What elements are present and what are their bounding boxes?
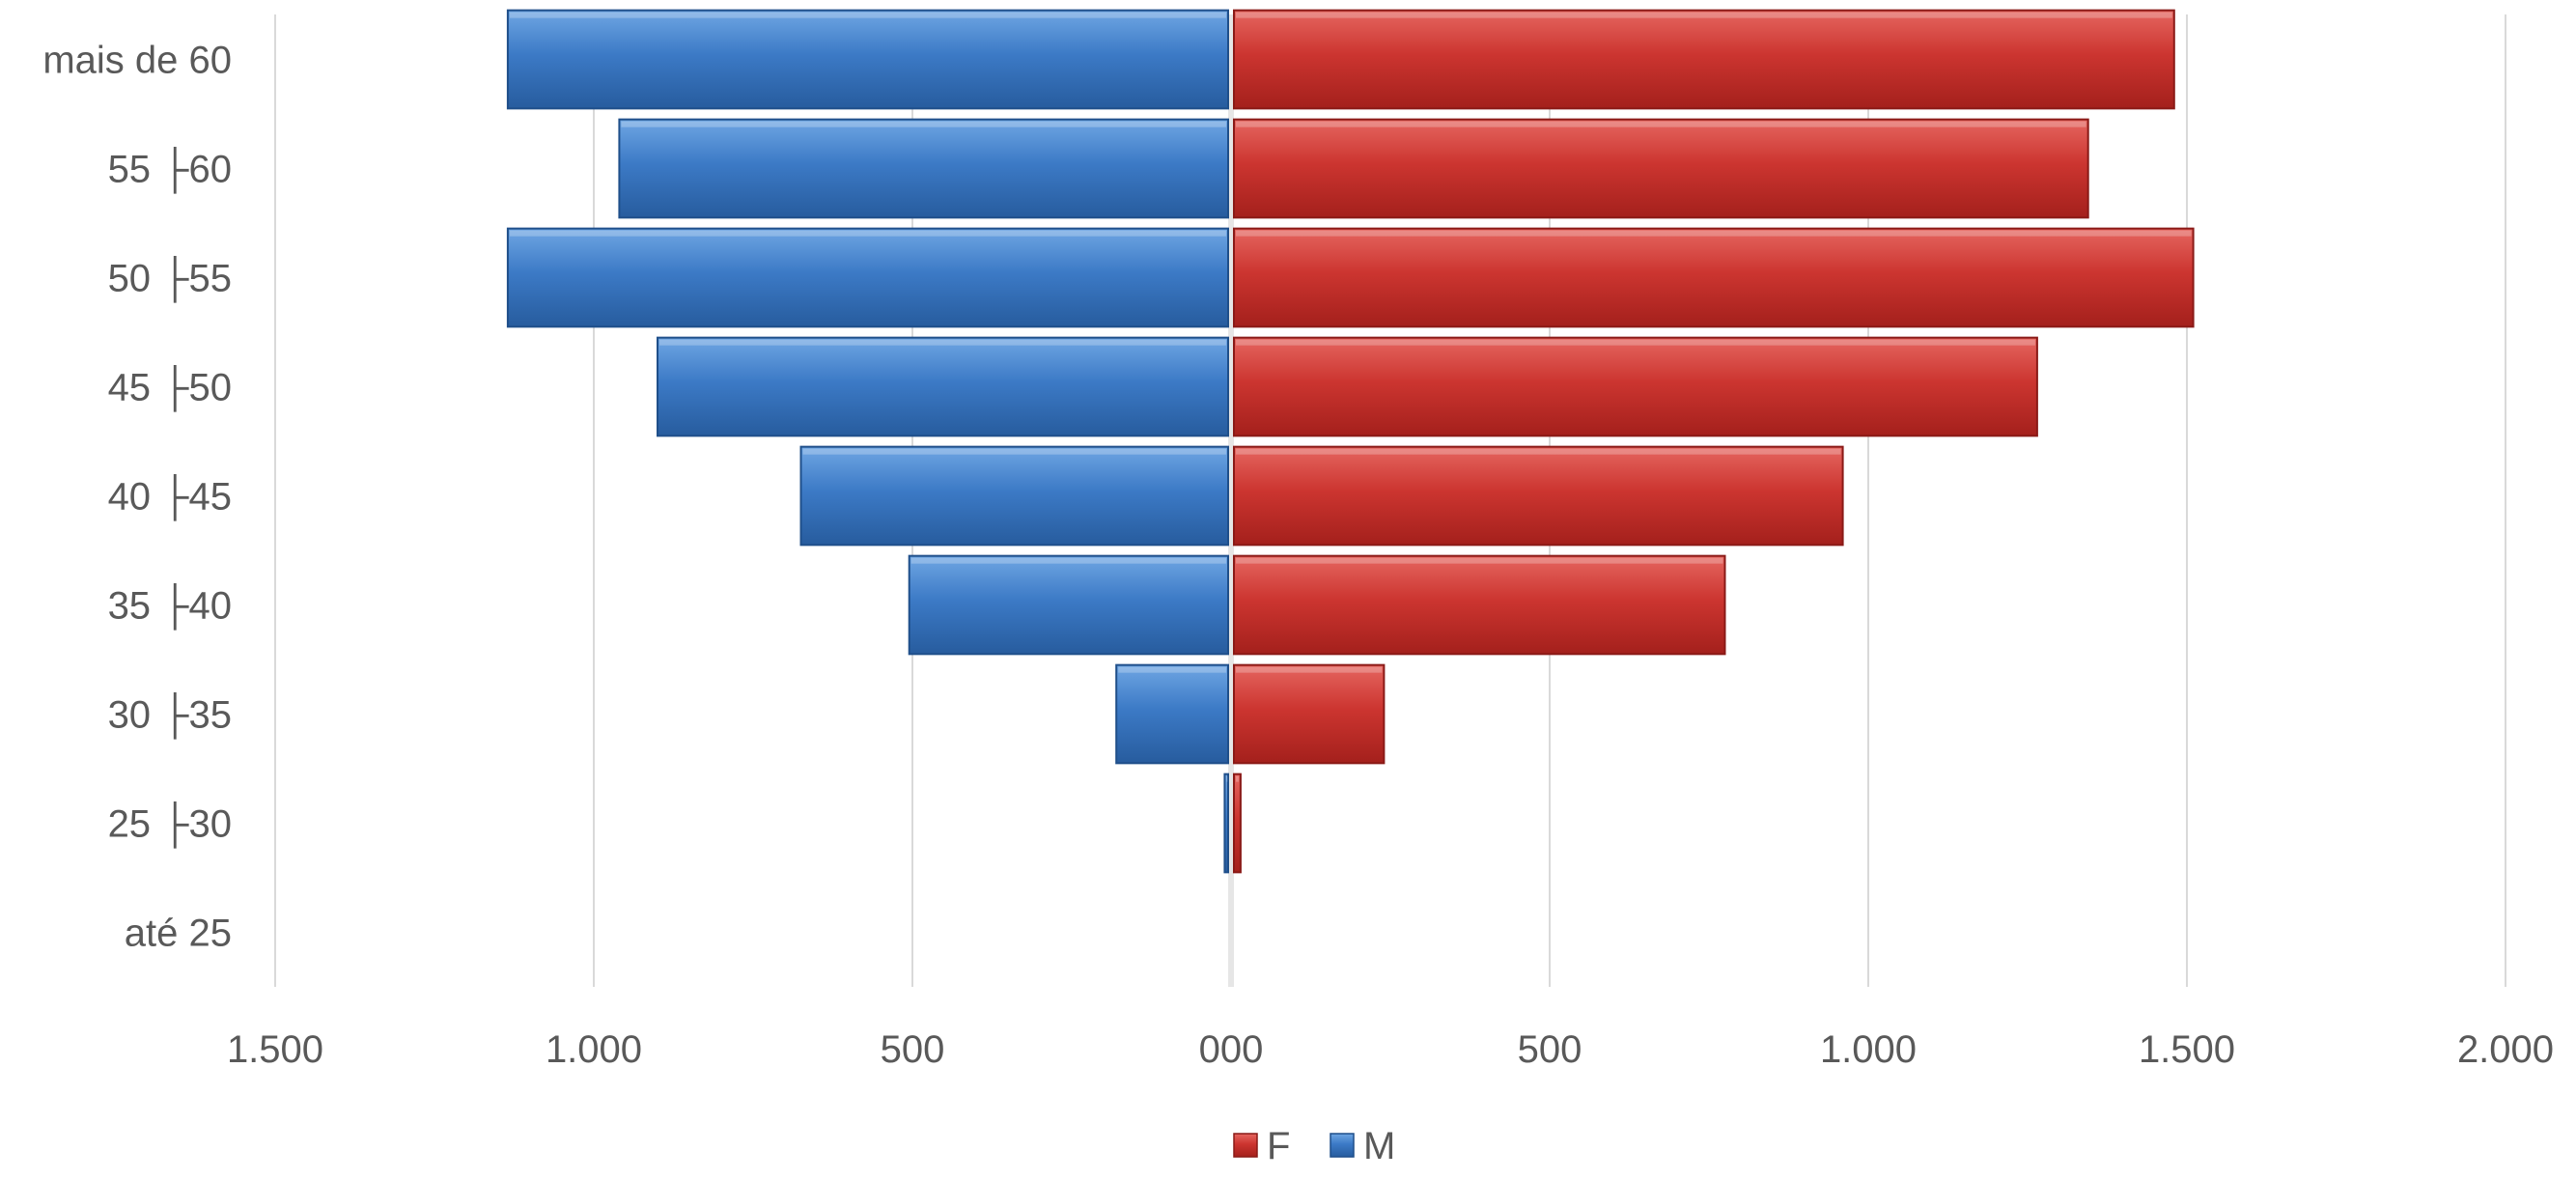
bar-m <box>1223 773 1230 874</box>
bar-highlight <box>1236 448 1841 455</box>
bar-highlight <box>910 557 1226 564</box>
category-label: 30 ├35 <box>108 692 232 741</box>
category-label: 40 ├45 <box>108 474 232 522</box>
bar-m <box>657 336 1229 437</box>
bar-highlight <box>1236 557 1723 564</box>
legend-swatch-f <box>1233 1133 1258 1158</box>
x-tick-labels: 1.500 1.000 500 000 500 1.000 1.500 2.000 <box>227 1028 2554 1071</box>
bar-highlight <box>1236 775 1239 782</box>
bar-highlight <box>621 121 1226 127</box>
bar-f <box>1233 336 2038 437</box>
category-label: mais de 60 <box>42 40 232 82</box>
x-tick-label: 1.500 <box>2139 1028 2235 1071</box>
x-tick-label: 1.000 <box>1820 1028 1917 1071</box>
bars <box>506 9 2195 874</box>
bar-f <box>1233 554 1726 656</box>
category-label: 50 ├55 <box>108 256 232 304</box>
category-label: 45 ├50 <box>108 365 232 413</box>
bar-highlight <box>1236 12 2172 18</box>
x-tick-label: 1.000 <box>546 1028 642 1071</box>
x-tick-label: 000 <box>1199 1028 1264 1071</box>
bar-f <box>1233 773 1242 874</box>
category-label: 55 ├60 <box>108 147 232 195</box>
x-tick-label: 2.000 <box>2457 1028 2554 1071</box>
bar-m <box>1115 663 1229 765</box>
bar-f <box>1233 118 2089 219</box>
bar-highlight <box>1236 339 2035 346</box>
bar-highlight <box>1236 666 1383 673</box>
x-tick-label: 500 <box>1518 1028 1582 1071</box>
bar-highlight <box>1236 121 2086 127</box>
category-label: até 25 <box>125 913 232 955</box>
x-tick-label: 1.500 <box>227 1028 323 1071</box>
bar-m <box>506 227 1229 328</box>
bar-m <box>799 445 1229 547</box>
x-tick-label: 500 <box>881 1028 945 1071</box>
legend-label-f: F <box>1267 1125 1290 1167</box>
category-label: 25 ├30 <box>108 801 232 850</box>
category-labels: mais de 60 55 ├60 50 ├55 45 ├50 40 ├45 35 ├40… <box>42 40 232 955</box>
bar-m <box>908 554 1229 656</box>
bar-m <box>618 118 1229 219</box>
legend-label-m: M <box>1363 1125 1395 1167</box>
legend-swatch-m <box>1330 1133 1355 1158</box>
bar-highlight <box>802 448 1226 455</box>
bar-m <box>506 9 1229 110</box>
bar-highlight <box>659 339 1226 346</box>
bar-f <box>1233 227 2195 328</box>
bar-f <box>1233 663 1386 765</box>
bar-f <box>1233 445 1844 547</box>
bar-highlight <box>1236 230 2192 237</box>
bar-highlight <box>509 12 1226 18</box>
bar-f <box>1233 9 2175 110</box>
category-label: 35 ├40 <box>108 583 232 632</box>
bar-highlight <box>509 230 1226 237</box>
bar-highlight <box>1226 775 1228 782</box>
bar-highlight <box>1118 666 1226 673</box>
